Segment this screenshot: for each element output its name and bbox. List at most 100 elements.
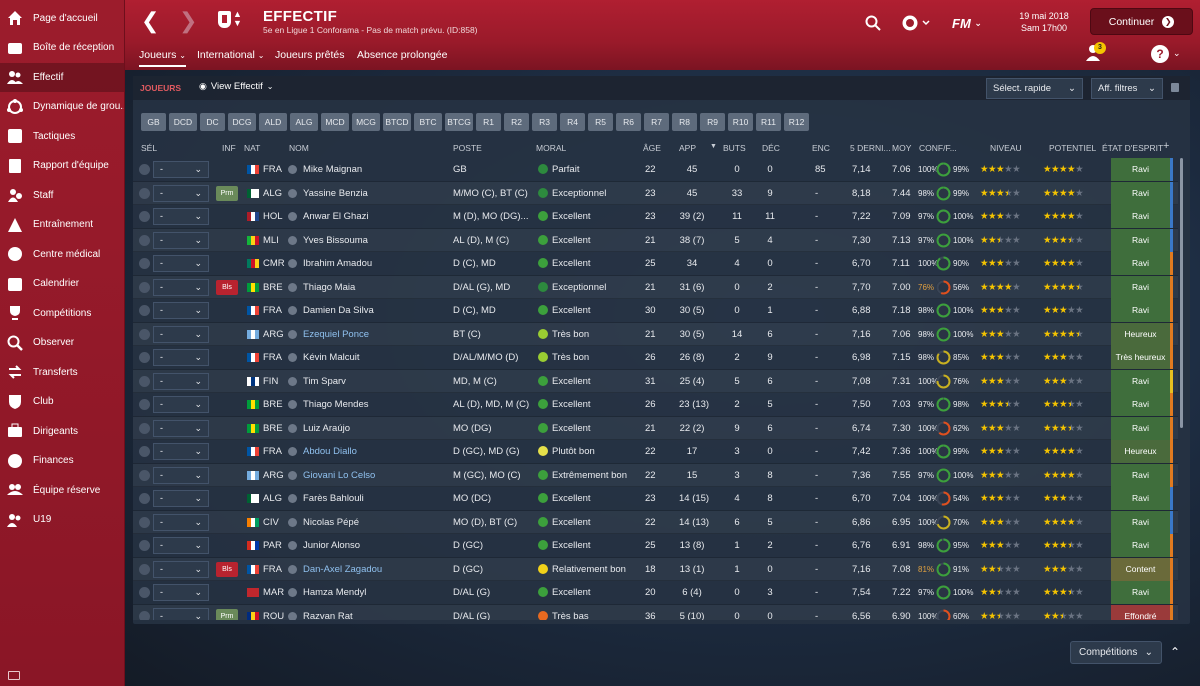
- row-checkbox[interactable]: [139, 422, 150, 434]
- row-checkbox[interactable]: [139, 540, 150, 551]
- info-icon[interactable]: [288, 611, 297, 620]
- selection-dropdown[interactable]: - ⌄: [153, 537, 209, 554]
- tab-absence-prolongee[interactable]: Absence prolongée: [357, 49, 448, 61]
- col-buts[interactable]: BUTS: [723, 143, 746, 153]
- col-etat[interactable]: ÉTAT D'ESPRIT: [1102, 143, 1164, 153]
- sidebar-item-u19[interactable]: U19: [0, 506, 124, 535]
- sidebar-item-tactics[interactable]: Tactiques: [0, 122, 124, 151]
- row-checkbox[interactable]: [139, 516, 150, 528]
- info-icon[interactable]: [288, 376, 297, 386]
- info-icon[interactable]: [288, 306, 297, 315]
- player-name[interactable]: Nicolas Pépé: [303, 516, 359, 528]
- player-name[interactable]: Thiago Maia: [303, 281, 356, 293]
- player-name[interactable]: Junior Alonso: [303, 540, 361, 551]
- player-name[interactable]: Damien Da Silva: [303, 305, 374, 316]
- col-nom[interactable]: NOM: [289, 143, 309, 153]
- fm-menu-button[interactable]: FM ⌄: [952, 15, 982, 31]
- sidebar-item-squad[interactable]: Effectif: [0, 63, 124, 92]
- position-filter-r1[interactable]: R1: [476, 113, 501, 131]
- table-row[interactable]: - ⌄ CMR Ibrahim Amadou D (C), MD Excellent 25 3…: [133, 252, 1178, 276]
- tab-joueurs-pretes[interactable]: Joueurs prêtés: [275, 49, 345, 61]
- row-checkbox[interactable]: [139, 563, 150, 575]
- table-row[interactable]: - ⌄ PAR Junior Alonso D (GC) Excellent 25 13 (8…: [133, 534, 1178, 558]
- sidebar-item-dynamics[interactable]: Dynamique de grou...: [0, 93, 124, 122]
- table-row[interactable]: - ⌄ MLI Yves Bissouma AL (D), M (C) Excellent…: [133, 228, 1178, 252]
- info-icon[interactable]: [288, 329, 297, 339]
- position-filter-dcg[interactable]: DCG: [228, 113, 256, 131]
- selection-dropdown[interactable]: - ⌄: [153, 349, 209, 366]
- table-row[interactable]: - ⌄ FIN Tim Sparv MD, M (C) Excellent 31 25 (4)…: [133, 369, 1178, 393]
- row-checkbox[interactable]: [139, 187, 150, 199]
- col-5-derniers[interactable]: 5 DERNI...: [850, 143, 891, 153]
- table-row[interactable]: - ⌄ ALG Farès Bahlouli MO (DC) Excellent 23 14 …: [133, 487, 1178, 511]
- table-row[interactable]: - ⌄ BRE Thiago Mendes AL (D), MD, M (C) Excel…: [133, 393, 1178, 417]
- col-potentiel[interactable]: POTENTIEL: [1049, 143, 1097, 153]
- sort-desc-icon[interactable]: ▼: [710, 143, 717, 150]
- info-icon[interactable]: [288, 282, 297, 292]
- competitions-dropdown[interactable]: Compétitions ⌄: [1070, 641, 1162, 664]
- position-filter-r4[interactable]: R4: [560, 113, 585, 131]
- selection-dropdown[interactable]: - ⌄: [153, 372, 209, 390]
- selection-dropdown[interactable]: - ⌄: [153, 490, 209, 507]
- selection-dropdown[interactable]: - ⌄: [153, 208, 209, 225]
- table-row[interactable]: - ⌄ Prm ALG Yassine Benzia M/MO (C), BT (C) Ex…: [133, 181, 1178, 205]
- table-row[interactable]: - ⌄ Prm ROU Razvan Rat D/AL (G) Très bas 36 5 (1…: [133, 604, 1178, 621]
- row-checkbox[interactable]: [139, 258, 150, 269]
- table-row[interactable]: - ⌄ FRA Kévin Malcuit D/AL/M/MO (D) Très bon 2…: [133, 346, 1178, 370]
- player-name[interactable]: Ezequiel Ponce: [303, 328, 370, 340]
- sidebar-item-inbox[interactable]: Boîte de réception: [0, 34, 124, 63]
- table-row[interactable]: - ⌄ FRA Damien Da Silva D (C), MD Excellent 30…: [133, 299, 1178, 323]
- view-selector[interactable]: ◉ View Effectif ⌄: [199, 81, 274, 92]
- position-filter-r7[interactable]: R7: [644, 113, 669, 131]
- tab-joueurs[interactable]: Joueurs ⌄: [139, 49, 186, 67]
- selection-dropdown[interactable]: - ⌄: [153, 513, 209, 531]
- col-dec[interactable]: DÉC: [762, 143, 780, 153]
- info-icon[interactable]: [288, 400, 297, 409]
- screen-icon[interactable]: [8, 671, 20, 680]
- info-icon[interactable]: [288, 353, 297, 362]
- row-checkbox[interactable]: [139, 469, 150, 481]
- selection-dropdown[interactable]: - ⌄: [153, 161, 209, 178]
- table-row[interactable]: - ⌄ BRE Luiz Araújo MO (DG) Excellent 21 22 (2)…: [133, 416, 1178, 440]
- col-inf[interactable]: INF: [222, 143, 236, 153]
- player-name[interactable]: Giovani Lo Celso: [303, 469, 376, 481]
- row-checkbox[interactable]: [139, 352, 150, 363]
- position-filter-mcg[interactable]: MCG: [352, 113, 380, 131]
- selection-dropdown[interactable]: - ⌄: [153, 302, 209, 319]
- table-row[interactable]: - ⌄ ARG Giovani Lo Celso M (GC), MO (C) Extrê…: [133, 463, 1178, 487]
- filters-button[interactable]: Aff. filtres ⌄: [1091, 78, 1163, 99]
- row-checkbox[interactable]: [139, 493, 150, 504]
- player-name[interactable]: Anwar El Ghazi: [303, 211, 369, 222]
- selection-dropdown[interactable]: - ⌄: [153, 419, 209, 437]
- world-icon[interactable]: [899, 9, 933, 37]
- col-enc[interactable]: ENC: [812, 143, 830, 153]
- sidebar-item-report[interactable]: Rapport d'équipe: [0, 152, 124, 181]
- col-poste[interactable]: POSTE: [453, 143, 482, 153]
- info-icon[interactable]: [288, 235, 297, 245]
- position-filter-btc[interactable]: BTC: [414, 113, 442, 131]
- selection-dropdown[interactable]: - ⌄: [153, 278, 209, 296]
- sidebar-item-staff[interactable]: Staff: [0, 181, 124, 210]
- position-filter-r2[interactable]: R2: [504, 113, 529, 131]
- col-sel[interactable]: SÉL: [141, 143, 158, 153]
- table-row[interactable]: - ⌄ CIV Nicolas Pépé MO (D), BT (C) Excellent…: [133, 510, 1178, 534]
- player-name[interactable]: Farès Bahlouli: [303, 493, 364, 504]
- sidebar-item-medical[interactable]: Centre médical: [0, 240, 124, 269]
- sidebar-item-finances[interactable]: Finances: [0, 447, 124, 476]
- sidebar-item-trophy[interactable]: Compétitions: [0, 299, 124, 328]
- col-app[interactable]: APP: [679, 143, 697, 153]
- info-icon[interactable]: [288, 541, 297, 550]
- info-icon[interactable]: [288, 447, 297, 456]
- col-moy[interactable]: MOY: [892, 143, 912, 153]
- vertical-scrollbar[interactable]: [1180, 158, 1183, 428]
- col-niveau[interactable]: NIVEAU: [990, 143, 1022, 153]
- table-row[interactable]: - ⌄ FRA Abdou Diallo D (GC), MD (G) Plutôt bo…: [133, 440, 1178, 464]
- player-name[interactable]: Tim Sparv: [303, 375, 346, 387]
- expand-up-icon[interactable]: ⌃: [1170, 645, 1181, 659]
- selection-dropdown[interactable]: - ⌄: [153, 584, 209, 601]
- player-name[interactable]: Razvan Rat: [303, 610, 353, 621]
- search-icon[interactable]: [863, 9, 883, 37]
- position-filter-r8[interactable]: R8: [672, 113, 697, 131]
- position-filter-btcd[interactable]: BTCD: [383, 113, 411, 131]
- table-row[interactable]: - ⌄ MAR Hamza Mendyl D/AL (G) Excellent 20 6 (4…: [133, 581, 1178, 605]
